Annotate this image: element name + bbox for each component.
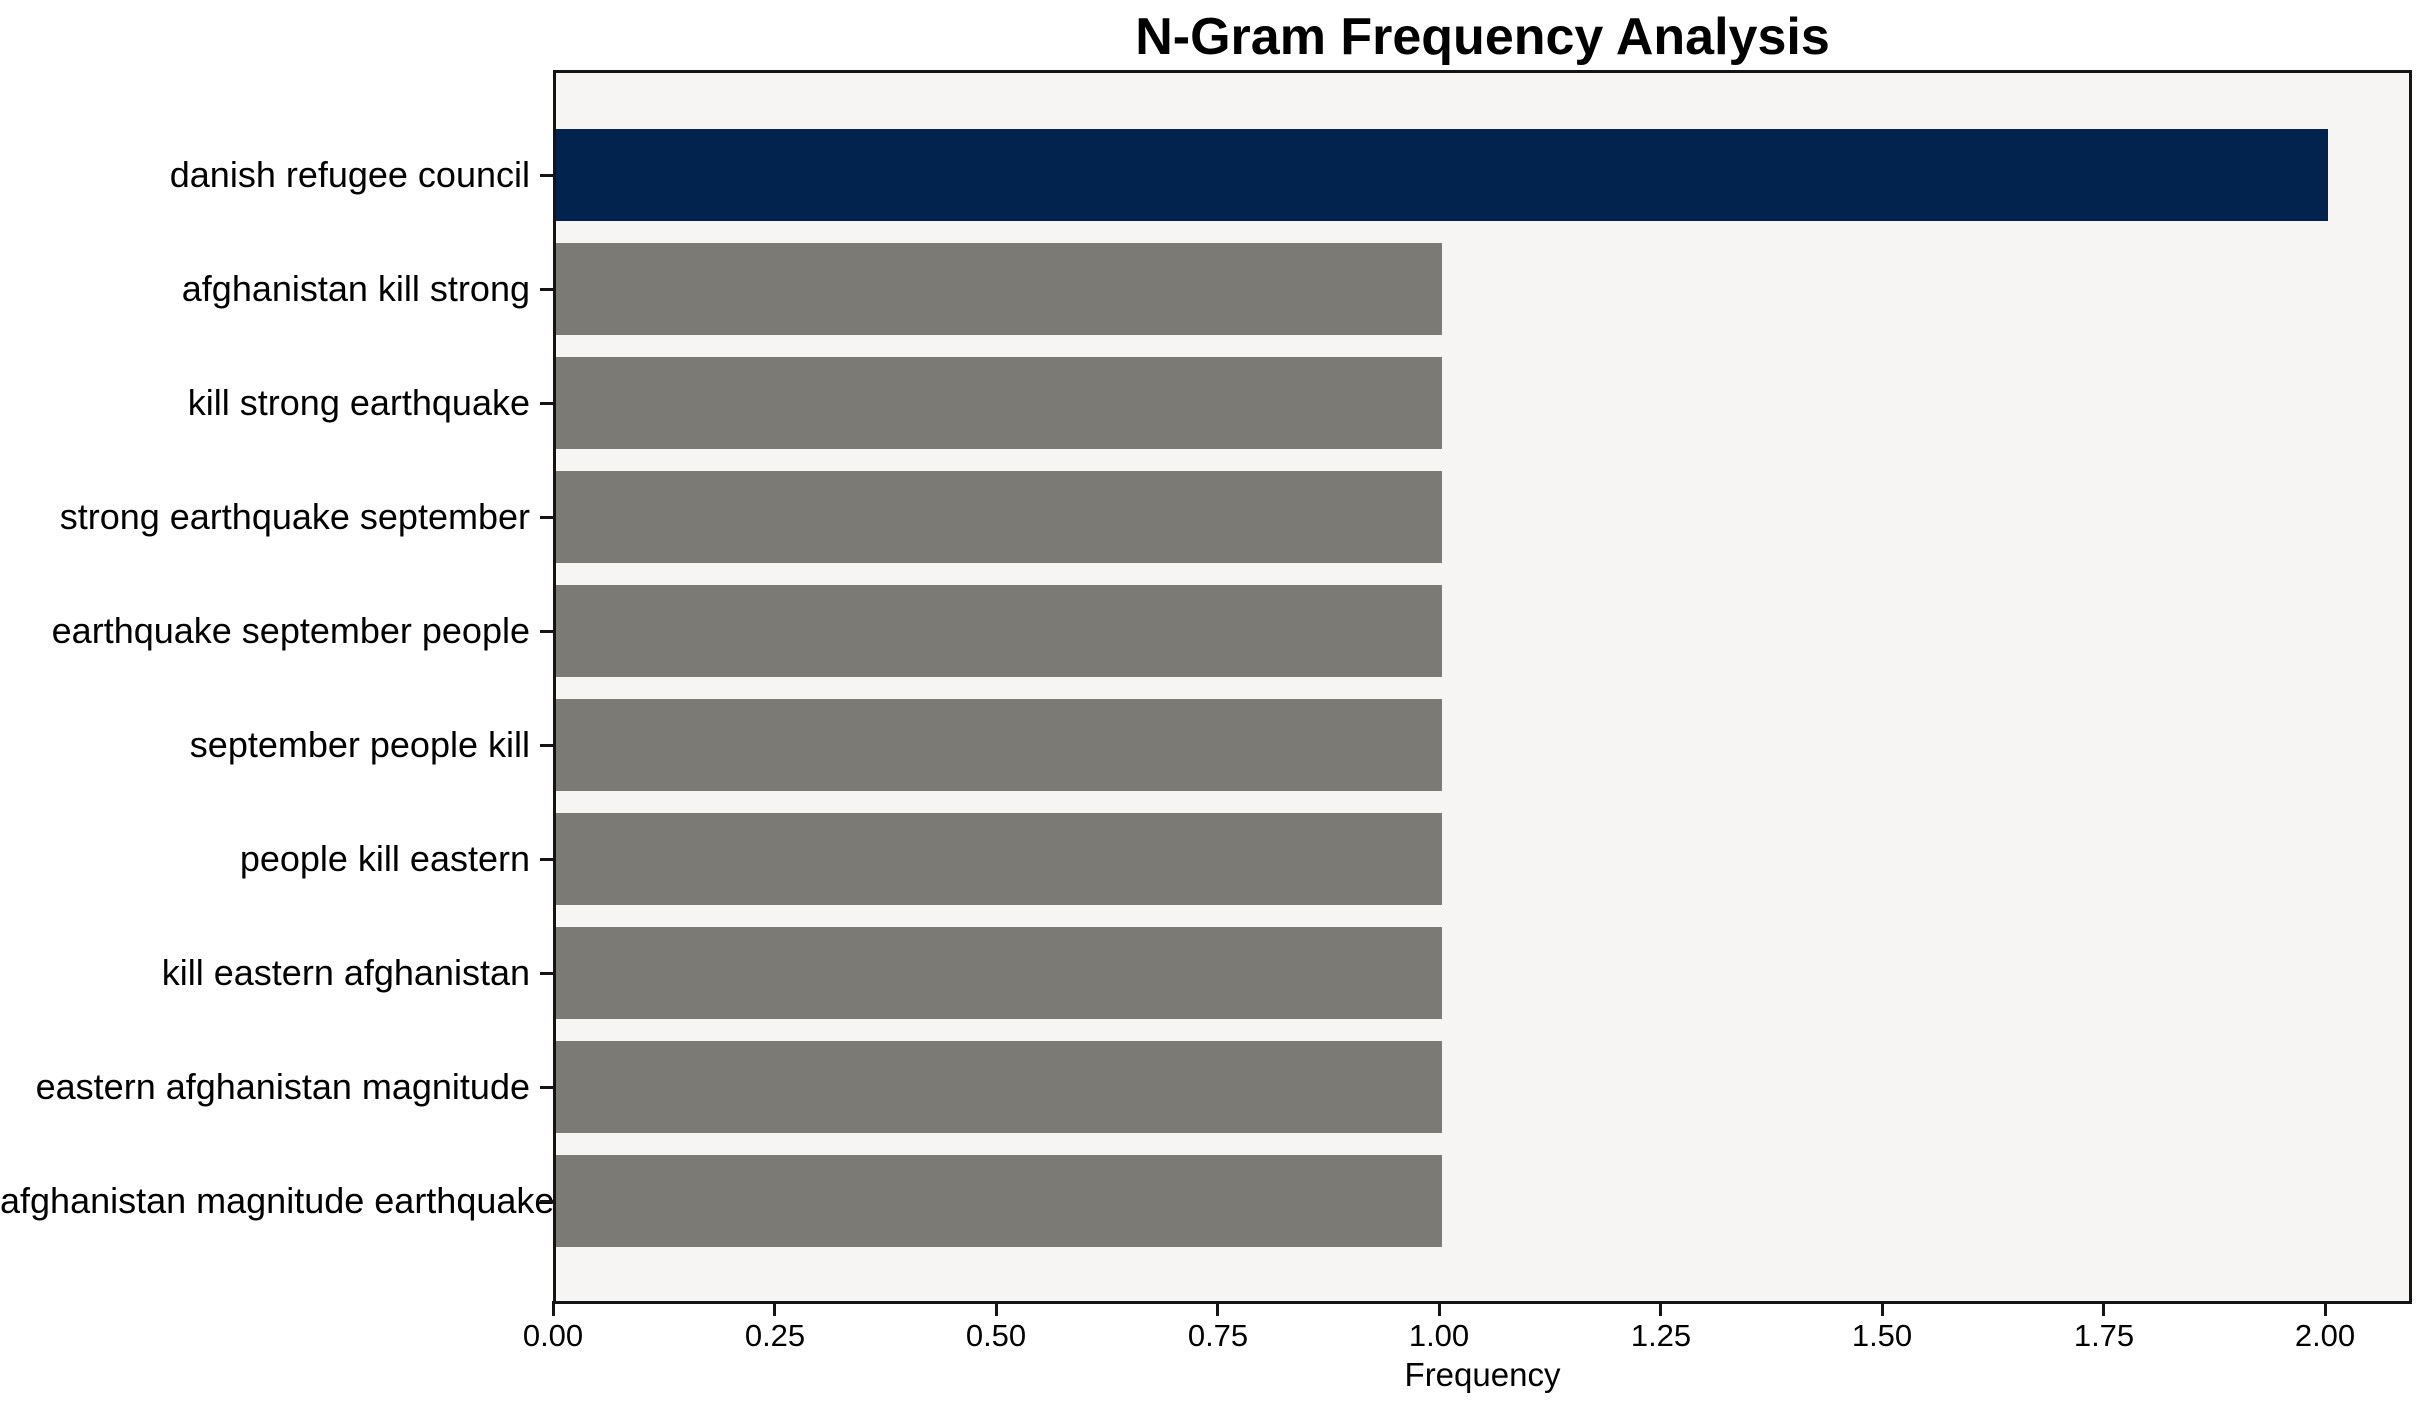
y-tick-label: people kill eastern [239, 838, 530, 879]
y-tick-label: afghanistan magnitude earthquake [0, 1180, 555, 1221]
y-tick-label: eastern afghanistan magnitude [35, 1066, 530, 1107]
y-tick-mark [540, 1086, 553, 1089]
x-tick-mark [2324, 1301, 2327, 1316]
x-tick-mark [995, 1301, 998, 1316]
y-tick-label: kill eastern afghanistan [161, 952, 530, 993]
plot-area [553, 70, 2412, 1304]
x-tick-label: 0.00 [522, 1318, 584, 1353]
y-tick-label: danish refugee council [169, 154, 530, 195]
bar-people-kill-eastern [556, 813, 1442, 905]
y-tick-mark [540, 288, 553, 291]
bar-afghanistan-kill-strong [556, 243, 1442, 335]
y-tick-label: afghanistan kill strong [181, 268, 530, 309]
y-tick-mark [540, 516, 553, 519]
bar-afghanistan-magnitude-earthquake [556, 1155, 1442, 1247]
bar-danish-refugee-council [556, 129, 2328, 221]
y-tick-mark [540, 402, 553, 405]
x-tick-mark [2102, 1301, 2105, 1316]
x-tick-mark [1216, 1301, 1219, 1316]
bar-earthquake-september-people [556, 585, 1442, 677]
chart-title: N-Gram Frequency Analysis [1135, 8, 1830, 66]
x-tick-mark [1659, 1301, 1662, 1316]
bar-kill-strong-earthquake [556, 357, 1442, 449]
y-tick-mark [540, 972, 553, 975]
x-tick-label: 2.00 [2294, 1318, 2356, 1353]
x-tick-label: 1.00 [1408, 1318, 1470, 1353]
bar-eastern-afghanistan-magnitude [556, 1041, 1442, 1133]
x-tick-label: 1.75 [2073, 1318, 2135, 1353]
x-axis-label: Frequency [1404, 1356, 1561, 1393]
y-tick-mark [540, 858, 553, 861]
bar-kill-eastern-afghanistan [556, 927, 1442, 1019]
y-tick-mark [540, 174, 553, 177]
x-tick-label: 1.25 [1630, 1318, 1692, 1353]
x-tick-label: 1.50 [1851, 1318, 1913, 1353]
y-tick-mark [540, 630, 553, 633]
x-tick-label: 0.25 [744, 1318, 806, 1353]
x-tick-mark [1438, 1301, 1441, 1316]
y-tick-label: earthquake september people [51, 610, 530, 651]
bar-strong-earthquake-september [556, 471, 1442, 563]
x-tick-label: 0.50 [965, 1318, 1027, 1353]
y-tick-label: september people kill [189, 724, 530, 765]
x-tick-mark [773, 1301, 776, 1316]
y-tick-mark [540, 1200, 553, 1203]
y-tick-label: strong earthquake september [59, 496, 530, 537]
bar-september-people-kill [556, 699, 1442, 791]
y-tick-mark [540, 744, 553, 747]
x-tick-mark [1881, 1301, 1884, 1316]
x-tick-label: 0.75 [1187, 1318, 1249, 1353]
x-tick-mark [552, 1301, 555, 1316]
y-tick-label: kill strong earthquake [187, 382, 530, 423]
